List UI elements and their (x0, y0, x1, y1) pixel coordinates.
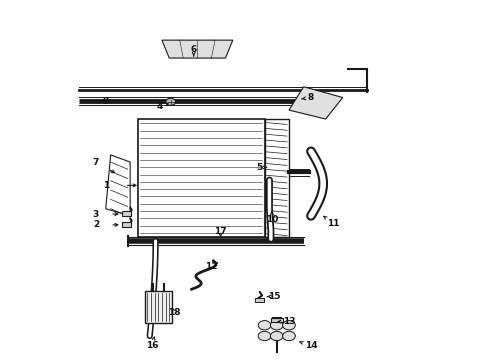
Bar (138, 119, 265, 237)
Text: 3: 3 (93, 210, 99, 219)
Polygon shape (162, 40, 233, 58)
Bar (122, 211, 131, 216)
Circle shape (283, 331, 295, 341)
Circle shape (270, 320, 283, 330)
Text: 6: 6 (191, 45, 197, 54)
Text: 12: 12 (204, 262, 217, 271)
Text: 16: 16 (146, 341, 158, 350)
Text: 11: 11 (327, 219, 339, 228)
Text: 2: 2 (93, 220, 99, 229)
Text: 14: 14 (305, 341, 318, 350)
Text: 7: 7 (93, 158, 99, 167)
Text: 9: 9 (102, 96, 109, 105)
Bar (271, 318, 283, 322)
Text: 15: 15 (268, 292, 281, 301)
Bar (122, 222, 131, 226)
Text: 17: 17 (214, 228, 227, 237)
Bar (255, 298, 264, 302)
Bar (265, 119, 289, 237)
Text: 18: 18 (168, 308, 180, 317)
Text: 8: 8 (308, 93, 314, 102)
Circle shape (166, 98, 175, 105)
Text: 1: 1 (102, 181, 109, 190)
Polygon shape (289, 87, 343, 119)
Text: 5: 5 (257, 163, 263, 172)
Circle shape (258, 320, 271, 330)
Bar (145, 291, 172, 323)
Text: 13: 13 (283, 317, 295, 326)
Text: 4: 4 (156, 102, 163, 111)
Text: 10: 10 (266, 215, 278, 224)
Circle shape (270, 331, 283, 341)
Circle shape (258, 331, 271, 341)
Circle shape (283, 320, 295, 330)
